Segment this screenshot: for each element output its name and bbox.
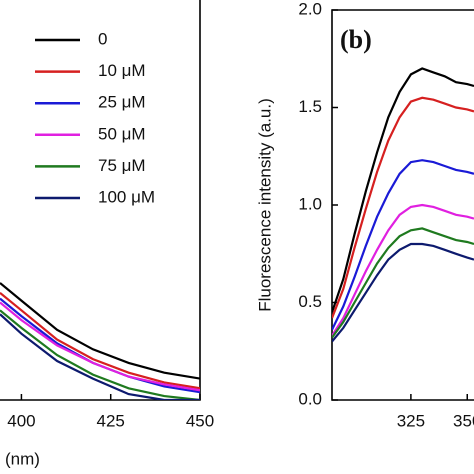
series-line [332, 227, 474, 339]
y-tick-label: 2.0 [298, 0, 322, 18]
panel-label: (b) [340, 25, 372, 54]
series-line [332, 242, 474, 343]
legend-label: 75 μM [98, 156, 146, 175]
x-tick-label: 325 [397, 411, 425, 430]
series-line [332, 67, 474, 313]
x-tick-label: 425 [97, 411, 125, 430]
legend-label: 50 μM [98, 124, 146, 143]
y-tick-label: 1.5 [298, 97, 322, 116]
y-tick-label: 0.5 [298, 292, 322, 311]
x-axis-label: (nm) [5, 449, 40, 468]
axis-frame [331, 9, 474, 401]
legend-label: 10 μM [98, 61, 146, 80]
y-tick-label: 1.0 [298, 194, 322, 213]
legend-label: 100 μM [98, 187, 155, 206]
x-tick-label: 350 [453, 411, 474, 430]
legend-label: 0 [98, 29, 107, 48]
legend-label: 25 μM [98, 93, 146, 112]
series-line [0, 291, 200, 390]
series-line [0, 301, 200, 392]
series-line [332, 203, 474, 337]
series-line [332, 96, 474, 319]
x-tick-label: 400 [7, 411, 35, 430]
y-axis-label: Fluorescence intensity (a.u.) [255, 98, 274, 312]
x-tick-label: 450 [186, 411, 214, 430]
y-tick-label: 0.0 [298, 389, 322, 408]
series-line [0, 313, 200, 400]
series-line [0, 309, 200, 400]
series-line [0, 282, 200, 380]
series-line [332, 159, 474, 331]
